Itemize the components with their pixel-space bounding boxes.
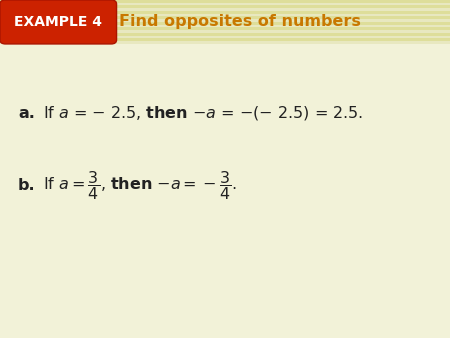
Bar	[0, 27, 450, 30]
Bar	[0, 41, 450, 44]
Text: Find opposites of numbers: Find opposites of numbers	[119, 15, 361, 29]
Bar	[0, 30, 450, 33]
Bar	[0, 33, 450, 36]
Text: If $a = \dfrac{3}{4}$, $\bf{then}$ $-a = -\dfrac{3}{4}$.: If $a = \dfrac{3}{4}$, $\bf{then}$ $-a =…	[43, 169, 236, 202]
Text: a.: a.	[18, 106, 35, 121]
Text: EXAMPLE 4: EXAMPLE 4	[14, 15, 102, 29]
Bar	[0, 11, 450, 14]
Bar	[0, 19, 450, 22]
Bar	[0, 8, 450, 11]
Text: b.: b.	[18, 178, 36, 193]
Bar	[0, 22, 450, 25]
FancyBboxPatch shape	[0, 0, 117, 44]
Bar	[0, 25, 450, 27]
Bar	[0, 14, 450, 17]
Bar	[0, 3, 450, 5]
Bar	[0, 36, 450, 39]
Bar	[0, 39, 450, 41]
Bar	[0, 5, 450, 8]
Bar	[0, 17, 450, 19]
Bar	[0, 0, 450, 3]
Text: If $a$ = $-$ 2.5, $\bf{then}$ $- a$ = $-(- $ 2.5$)$ = 2.5.: If $a$ = $-$ 2.5, $\bf{then}$ $- a$ = $-…	[43, 104, 363, 122]
